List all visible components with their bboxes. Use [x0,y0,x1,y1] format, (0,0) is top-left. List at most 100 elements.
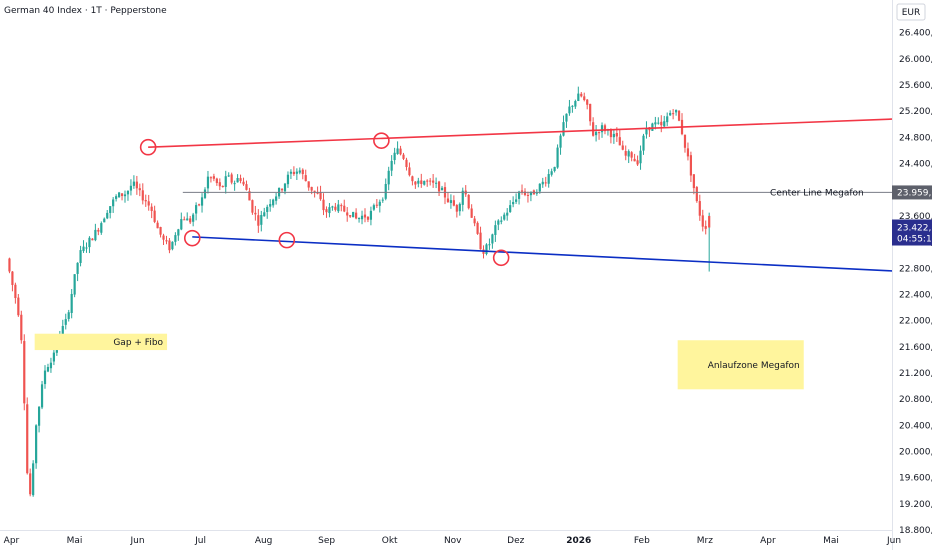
candle-body [319,192,322,200]
y-tick-label: 25.200,0 [899,107,932,117]
candle-body [200,197,204,206]
candle-body [292,171,295,175]
candle-body [674,109,678,113]
x-tick-label: Apr [4,536,20,546]
candle-body [129,185,133,191]
candle-body [26,404,29,474]
candle-body [206,176,210,189]
candle-body [120,193,124,197]
candle-body [594,131,598,136]
candle-body [82,246,85,252]
last-candle-body [708,215,711,228]
candle-body [704,226,707,229]
candle-body [449,200,453,204]
candle-body [663,121,666,127]
candle-body [257,215,260,226]
candle-body [627,151,630,157]
candle-body [517,191,521,199]
candle-body [470,208,473,218]
pivot-circle [492,249,510,267]
pivot-circle [278,231,296,249]
candle-body [589,103,592,122]
candle-body [544,182,547,184]
candle-body [429,180,432,182]
candle-body [683,134,687,148]
candle-body [144,200,147,202]
candle-body [476,222,479,234]
center-price-tag [892,185,932,200]
candle-body [467,194,470,209]
candle-body [224,176,227,187]
candle-body [520,190,524,192]
candle-body [20,314,23,341]
candle-body [642,135,645,151]
candle-body [183,219,186,221]
candle-body [452,200,455,206]
candle-body [435,182,438,184]
y-tick-label: 24.400,0 [899,160,932,170]
x-tick-label: Aug [255,536,273,546]
candle-body [301,169,304,175]
candle-body [17,297,20,316]
candle-body [272,199,275,206]
candle-body [352,211,355,218]
candle-body [337,204,340,212]
candle-body [132,181,135,186]
candle-body [189,218,192,223]
candle-body [541,181,544,185]
candle-body [349,215,352,217]
candle-body [618,137,621,146]
support-line [192,236,893,272]
candle-body [280,189,284,191]
candle-body [109,206,112,213]
candle-body [310,186,313,191]
candle-body [135,181,138,189]
x-tick-label: Dez [507,536,524,546]
candle-body [375,204,378,206]
candle-body [491,234,494,244]
candle-body [97,229,100,232]
candle-body [597,132,601,134]
candle-body [672,113,675,115]
candle-body [49,362,53,369]
x-tick-label: Jul [194,536,206,546]
candles [8,86,711,497]
candle-body [94,229,97,241]
candle-body [547,174,550,184]
candle-body [138,188,141,191]
candle-body [562,122,565,136]
candle-body [526,194,530,196]
candle-body [689,155,693,176]
candle-body [583,96,586,101]
x-axis-background [0,530,892,550]
gap-fibo-zone [34,333,168,351]
candle-body [117,192,121,198]
candle-body [8,258,11,272]
candle-body [523,191,527,195]
candle-body [215,178,218,184]
candle-body [677,110,681,121]
y-tick-label: 22.000,0 [899,317,932,327]
candle-body [307,181,310,188]
candle-body [580,93,583,97]
candle-body [29,473,32,495]
candle-body [369,210,373,220]
candle-body [698,201,701,216]
y-axis-background [892,0,932,550]
candle-body [437,181,441,192]
candle-body [669,112,672,116]
candle-body [245,184,248,190]
candle-body [221,185,224,187]
candle-body [180,219,183,230]
candle-body [378,201,381,206]
candle-body [286,174,290,185]
candle-body [159,227,162,235]
candle-body [126,190,130,195]
candle-body [331,206,334,208]
candle-body [340,205,343,207]
candle-body [334,206,337,210]
candle-body [509,205,512,212]
candle-body [414,181,417,185]
y-tick-label: 23.600,0 [899,212,932,222]
